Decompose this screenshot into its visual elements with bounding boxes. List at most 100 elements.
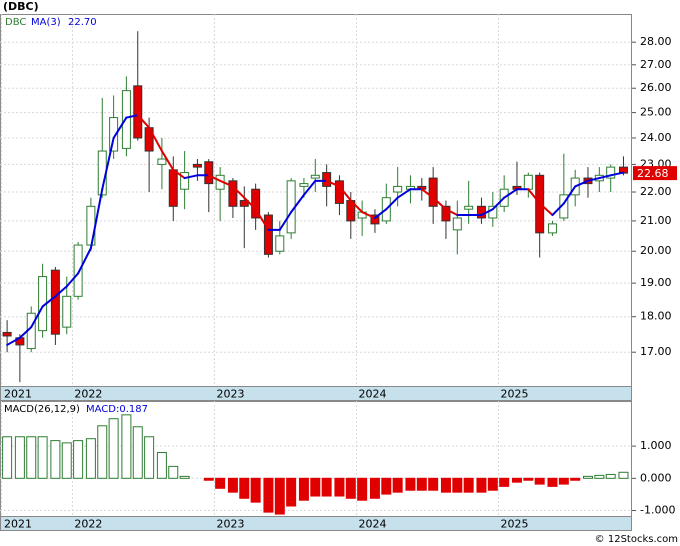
- macd-bar: [37, 436, 48, 479]
- ma-segment: [491, 196, 506, 211]
- ma-segment: [609, 171, 625, 177]
- y-tick-label: 1.000: [640, 439, 672, 452]
- ma-segment: [101, 136, 115, 191]
- y-tick-label: 17.00: [640, 345, 672, 358]
- ma-segment: [396, 188, 412, 199]
- macd-bar: [499, 477, 510, 487]
- macd-bar: [274, 477, 285, 515]
- chart-title: (DBC): [3, 0, 39, 13]
- macd-bar: [381, 477, 392, 495]
- x-tick-label: 2021: [4, 388, 32, 401]
- macd-bar: [463, 477, 474, 493]
- macd-bar: [97, 425, 108, 479]
- macd-bar: [132, 426, 143, 479]
- macd-bar: [156, 452, 167, 479]
- macd-bar: [298, 477, 309, 501]
- candle-body: [370, 214, 380, 225]
- legend-macd-value: MACD:0.187: [86, 404, 148, 415]
- ma-segment: [172, 168, 186, 180]
- x-tick-label: 2021: [4, 518, 32, 531]
- ma-segment: [598, 174, 612, 180]
- macd-bar: [215, 477, 226, 489]
- footer: © 12Stocks.com: [595, 534, 678, 545]
- y-tick-label: -1.000: [640, 504, 675, 517]
- ma-segment: [361, 211, 376, 219]
- candle-body: [428, 177, 438, 207]
- legend-ma-value: 22.70: [68, 17, 97, 28]
- ma-segment: [148, 126, 163, 153]
- candle-body: [263, 214, 273, 255]
- candle-body: [441, 205, 451, 222]
- plot-layer: 17.0018.0019.0020.0021.0022.0023.0024.00…: [0, 14, 677, 531]
- macd-bar: [85, 438, 96, 479]
- ma-segment: [503, 188, 518, 199]
- macd-bar: [440, 477, 451, 493]
- ma-segment: [302, 179, 317, 196]
- macd-bar: [263, 477, 274, 513]
- ma-segment: [444, 208, 459, 217]
- macd-bar: [558, 477, 569, 485]
- candle-body: [239, 200, 249, 207]
- x-tick-label: 2022: [74, 518, 102, 531]
- ma-segment: [385, 196, 399, 211]
- ma-segment: [89, 188, 104, 250]
- candle-body: [133, 85, 143, 139]
- candle-body: [310, 174, 320, 179]
- y-tick-label: 27.00: [640, 58, 672, 71]
- ma-segment: [538, 202, 554, 217]
- y-tick-label: 19.00: [640, 276, 672, 289]
- macd-bar: [321, 477, 332, 497]
- candle-body: [180, 172, 190, 190]
- x-tick-label: 2025: [500, 388, 528, 401]
- ma-segment: [6, 336, 21, 346]
- macd-bar: [594, 474, 605, 479]
- candle-body: [275, 235, 285, 252]
- ma-segment: [325, 179, 341, 188]
- candle-body: [393, 185, 403, 193]
- ma-segment: [77, 247, 92, 275]
- macd-bar: [369, 477, 380, 499]
- macd-bar: [547, 477, 558, 487]
- macd-bar: [511, 477, 522, 483]
- macd-bar: [487, 477, 498, 491]
- ma-segment: [30, 305, 44, 329]
- macd-bar: [50, 440, 61, 479]
- ma-segment: [373, 208, 388, 219]
- y-tick-label: 25.00: [640, 106, 672, 119]
- macd-bar: [250, 477, 261, 503]
- macd-bar: [179, 475, 190, 479]
- candle-body: [452, 217, 462, 231]
- ma-segment: [254, 208, 270, 231]
- macd-bar: [605, 473, 616, 479]
- last-price-box: [633, 166, 677, 181]
- legend-symbol: DBC: [5, 17, 26, 28]
- candle-body: [547, 223, 557, 234]
- x-tick-label: 2024: [358, 388, 386, 401]
- y-tick-label: 18.00: [640, 310, 672, 323]
- ma-segment: [562, 185, 577, 205]
- ma-segment: [420, 188, 435, 199]
- y-tick-label: 28.00: [640, 35, 672, 48]
- candle-body: [168, 169, 178, 207]
- candle-body: [228, 180, 238, 207]
- x-tick-label: 2022: [74, 388, 102, 401]
- y-tick-label: 24.00: [640, 131, 672, 144]
- macd-bar: [570, 477, 581, 481]
- macd-bar: [203, 477, 214, 481]
- macd-bar: [357, 477, 368, 501]
- macd-bar: [416, 477, 427, 491]
- ma-segment: [551, 202, 565, 217]
- x-tick-label: 2023: [216, 388, 244, 401]
- macd-bar: [227, 477, 238, 493]
- macd-bar: [392, 477, 403, 493]
- macd-bar: [523, 477, 534, 481]
- legend-ma: MA(3): [31, 17, 61, 28]
- candle-body: [2, 331, 12, 337]
- ma-segment: [207, 174, 222, 182]
- x-tick-label: 2025: [500, 518, 528, 531]
- ma-segment: [574, 179, 589, 188]
- ma-segment: [586, 177, 601, 182]
- macd-bar: [582, 475, 593, 479]
- ma-segment: [18, 326, 33, 339]
- candle-body: [606, 166, 616, 179]
